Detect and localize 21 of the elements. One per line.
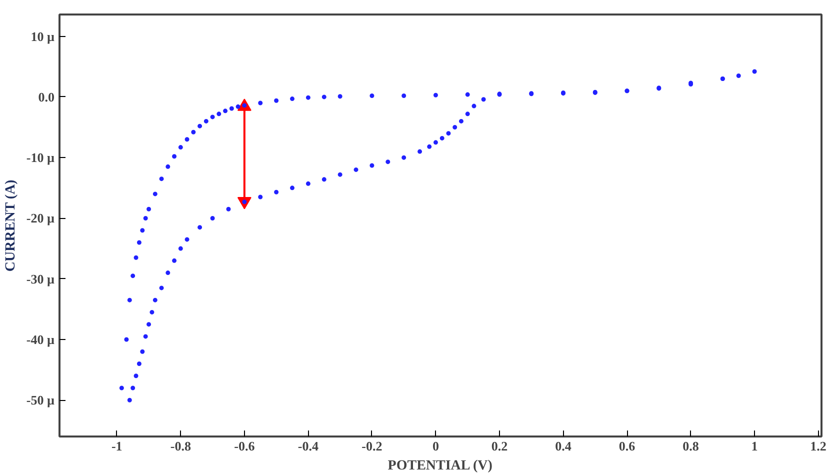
x-axis-title: POTENTIAL (V) bbox=[388, 458, 493, 474]
y-tick-label: -50 µ bbox=[26, 392, 56, 408]
y-tick-label: -30 µ bbox=[26, 271, 56, 286]
x-tick-label: 0.8 bbox=[682, 438, 700, 454]
x-tick-label: -0.6 bbox=[234, 438, 256, 454]
x-tick-label: 1.2 bbox=[810, 438, 826, 454]
x-tick-label: -0.4 bbox=[298, 438, 319, 454]
y-tick-label: -20 µ bbox=[26, 210, 56, 226]
x-tick-label: 0.2 bbox=[491, 438, 508, 454]
x-tick-label: -0.8 bbox=[170, 438, 192, 454]
x-tick-label: 0.4 bbox=[555, 438, 572, 454]
x-tick-label: -1 bbox=[111, 438, 122, 454]
y-tick-label: -40 µ bbox=[26, 332, 56, 347]
x-tick-label: 0 bbox=[432, 438, 439, 454]
x-tick-label: -0.2 bbox=[362, 438, 382, 454]
x-tick-label: 0.6 bbox=[618, 438, 636, 454]
y-tick-label: 0.0 bbox=[38, 89, 54, 104]
y-tick-label: 10 µ bbox=[30, 28, 56, 44]
y-tick-label: -10 µ bbox=[26, 150, 56, 166]
x-tick-label: 1 bbox=[751, 438, 758, 454]
y-axis-title: CURRENT (A) bbox=[3, 179, 18, 272]
